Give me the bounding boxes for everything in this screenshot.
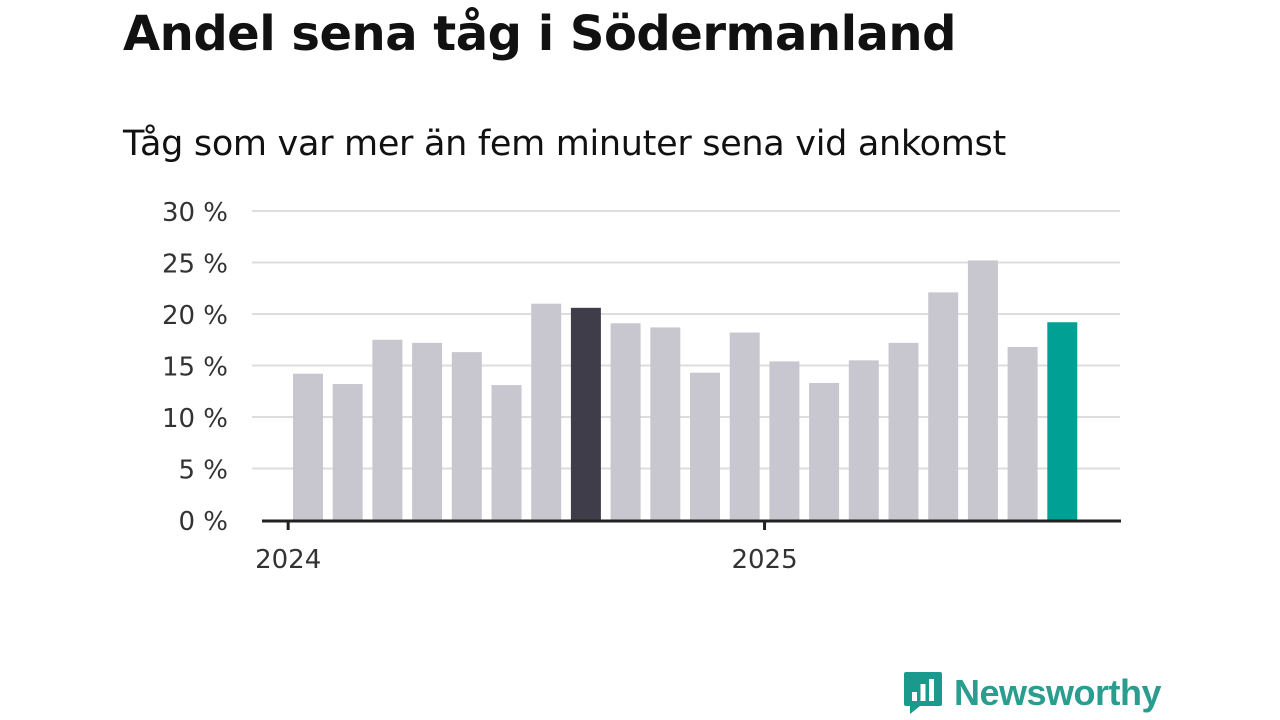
bar-2024-03	[372, 339, 403, 520]
bar-2024-01	[293, 373, 323, 520]
y-tick-label: 20 %	[162, 301, 228, 331]
bar-2025-08	[1047, 322, 1078, 520]
bar-2024-09	[610, 323, 641, 520]
y-tick-label: 25 %	[162, 250, 228, 280]
y-tick-label: 30 %	[162, 198, 228, 228]
bar-2025-05	[928, 292, 959, 520]
y-tick-label: 5 %	[178, 456, 228, 486]
y-tick-label: 15 %	[162, 353, 228, 383]
bar-2025-06	[967, 260, 998, 520]
bar-2025-03	[848, 360, 879, 520]
bar-2024-11	[690, 372, 720, 520]
chart-subtitle: Tåg som var mer än fem minuter sena vid …	[123, 124, 1006, 164]
bar-2024-10	[650, 327, 681, 520]
bar-2024-04	[412, 342, 443, 520]
bar-2025-02	[809, 383, 840, 520]
newsworthy-logo: Newsworthy	[902, 670, 1162, 716]
bar-2025-04	[888, 342, 919, 520]
bar-2024-06	[491, 385, 522, 520]
x-tick-label: 2025	[731, 545, 797, 575]
bar-2024-05	[451, 352, 482, 520]
y-tick-label: 0 %	[178, 507, 228, 537]
bar-2024-02	[332, 384, 363, 520]
bar-2024-12	[729, 332, 760, 520]
bar-2025-01	[769, 361, 800, 520]
x-tick-label: 2024	[255, 545, 321, 575]
chart-title: Andel sena tåg i Södermanland	[123, 6, 956, 62]
bar-2024-08	[570, 307, 601, 520]
y-tick-label: 10 %	[162, 404, 228, 434]
bar-2024-07	[531, 303, 562, 520]
x-axis: 2024 2025	[255, 519, 1121, 575]
y-axis-labels: 0 % 5 % 10 % 15 % 20 % 25 % 30 %	[162, 198, 228, 537]
brand-name: Newsworthy	[954, 672, 1162, 713]
bars	[293, 260, 1078, 520]
bar-chart-icon	[904, 672, 942, 714]
bar-chart: 0 % 5 % 10 % 15 % 20 % 25 % 30 % 2024 2025	[162, 198, 1121, 575]
bar-2025-07	[1007, 346, 1038, 520]
